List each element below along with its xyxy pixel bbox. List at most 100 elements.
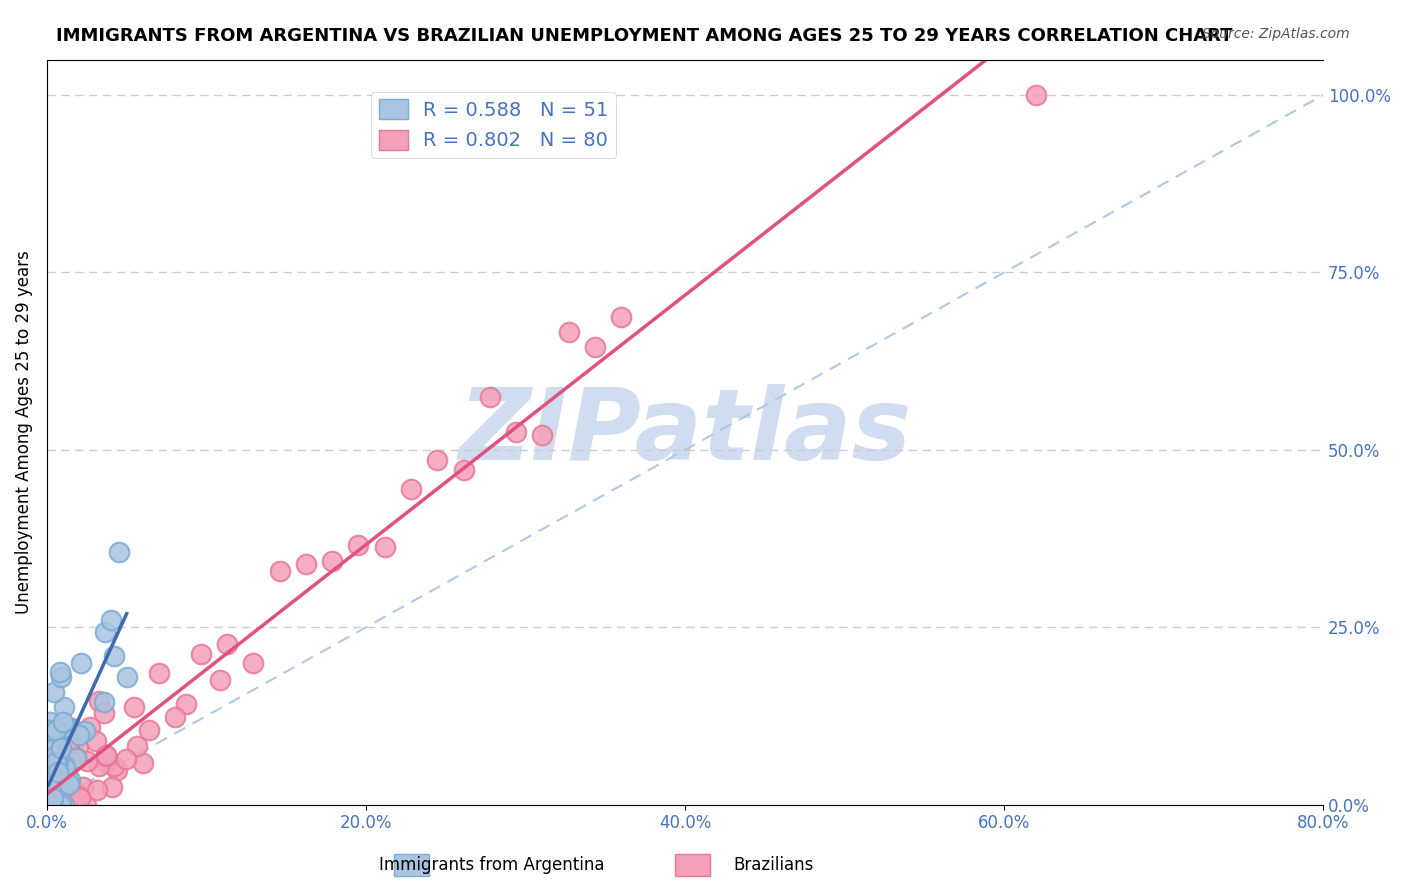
- Point: [75, 723, 97, 738]
- Point: [115, 752, 138, 766]
- Point: [94, 748, 117, 763]
- Point: [38, 772, 60, 787]
- Point: [242, 656, 264, 670]
- Point: [103, 649, 125, 664]
- Point: [583, 340, 606, 354]
- Y-axis label: Unemployment Among Ages 25 to 29 years: Unemployment Among Ages 25 to 29 years: [15, 251, 32, 614]
- Point: [138, 723, 160, 738]
- Point: [295, 557, 318, 571]
- Point: [41, 768, 63, 782]
- Point: [76, 754, 98, 768]
- Point: [49, 797, 72, 812]
- Point: [53, 755, 76, 769]
- Point: [58, 777, 80, 791]
- Point: [39, 797, 62, 812]
- Point: [55, 764, 77, 778]
- Point: [321, 553, 343, 567]
- Point: [65, 751, 87, 765]
- Point: [86, 783, 108, 797]
- Point: [67, 740, 90, 755]
- Point: [53, 720, 76, 734]
- Point: [505, 425, 527, 439]
- Point: [63, 748, 86, 763]
- Point: [39, 740, 62, 755]
- Point: [53, 761, 76, 775]
- Point: [48, 797, 70, 812]
- Point: [52, 796, 75, 810]
- Point: [79, 720, 101, 734]
- Point: [44, 748, 66, 763]
- Point: [557, 326, 579, 340]
- Point: [39, 797, 62, 812]
- Point: [41, 797, 63, 812]
- Point: [51, 797, 73, 812]
- Point: [148, 665, 170, 680]
- Point: [44, 797, 66, 812]
- Point: [399, 482, 422, 496]
- Point: [37, 797, 59, 812]
- Point: [93, 706, 115, 720]
- Point: [41, 797, 63, 812]
- Point: [39, 715, 62, 730]
- Point: [48, 750, 70, 764]
- Point: [48, 797, 70, 812]
- Point: [52, 786, 75, 800]
- Point: [63, 750, 86, 764]
- Point: [45, 797, 67, 812]
- Point: [100, 614, 122, 628]
- Point: [60, 721, 83, 735]
- Point: [42, 759, 65, 773]
- Point: [46, 725, 69, 739]
- Point: [84, 734, 107, 748]
- Point: [45, 723, 67, 737]
- Text: Immigrants from Argentina: Immigrants from Argentina: [380, 856, 605, 874]
- Point: [125, 739, 148, 753]
- Point: [53, 757, 76, 772]
- Point: [39, 797, 62, 812]
- Point: [1025, 88, 1047, 103]
- Point: [163, 709, 186, 723]
- Point: [374, 540, 396, 554]
- Legend: R = 0.588   N = 51, R = 0.802   N = 80: R = 0.588 N = 51, R = 0.802 N = 80: [371, 92, 616, 158]
- Point: [42, 685, 65, 699]
- Point: [38, 723, 60, 737]
- Point: [39, 797, 62, 812]
- Point: [75, 797, 97, 812]
- Point: [51, 778, 73, 792]
- Point: [52, 776, 75, 790]
- Point: [87, 694, 110, 708]
- Point: [39, 797, 62, 812]
- Point: [53, 797, 76, 812]
- Point: [42, 797, 65, 812]
- Point: [131, 756, 153, 770]
- Point: [103, 759, 125, 773]
- Point: [208, 673, 231, 687]
- Point: [478, 390, 501, 404]
- Point: [58, 736, 80, 750]
- Text: ZIPatlas: ZIPatlas: [458, 384, 911, 481]
- Point: [215, 637, 238, 651]
- Point: [60, 723, 83, 738]
- Point: [38, 782, 60, 797]
- Point: [59, 773, 82, 788]
- Point: [53, 700, 76, 714]
- Point: [94, 748, 117, 763]
- Point: [41, 797, 63, 812]
- Text: Source: ZipAtlas.com: Source: ZipAtlas.com: [1202, 27, 1350, 41]
- Point: [42, 773, 65, 788]
- Text: IMMIGRANTS FROM ARGENTINA VS BRAZILIAN UNEMPLOYMENT AMONG AGES 25 TO 29 YEARS CO: IMMIGRANTS FROM ARGENTINA VS BRAZILIAN U…: [56, 27, 1233, 45]
- Point: [65, 785, 87, 799]
- Point: [45, 797, 67, 812]
- Point: [37, 797, 59, 812]
- Point: [53, 797, 76, 812]
- Point: [46, 754, 69, 768]
- Point: [49, 670, 72, 684]
- Point: [174, 697, 197, 711]
- Point: [93, 625, 115, 640]
- Point: [41, 797, 63, 812]
- Point: [67, 789, 90, 803]
- Point: [105, 763, 128, 777]
- Point: [93, 695, 115, 709]
- Point: [94, 756, 117, 770]
- Point: [69, 791, 91, 805]
